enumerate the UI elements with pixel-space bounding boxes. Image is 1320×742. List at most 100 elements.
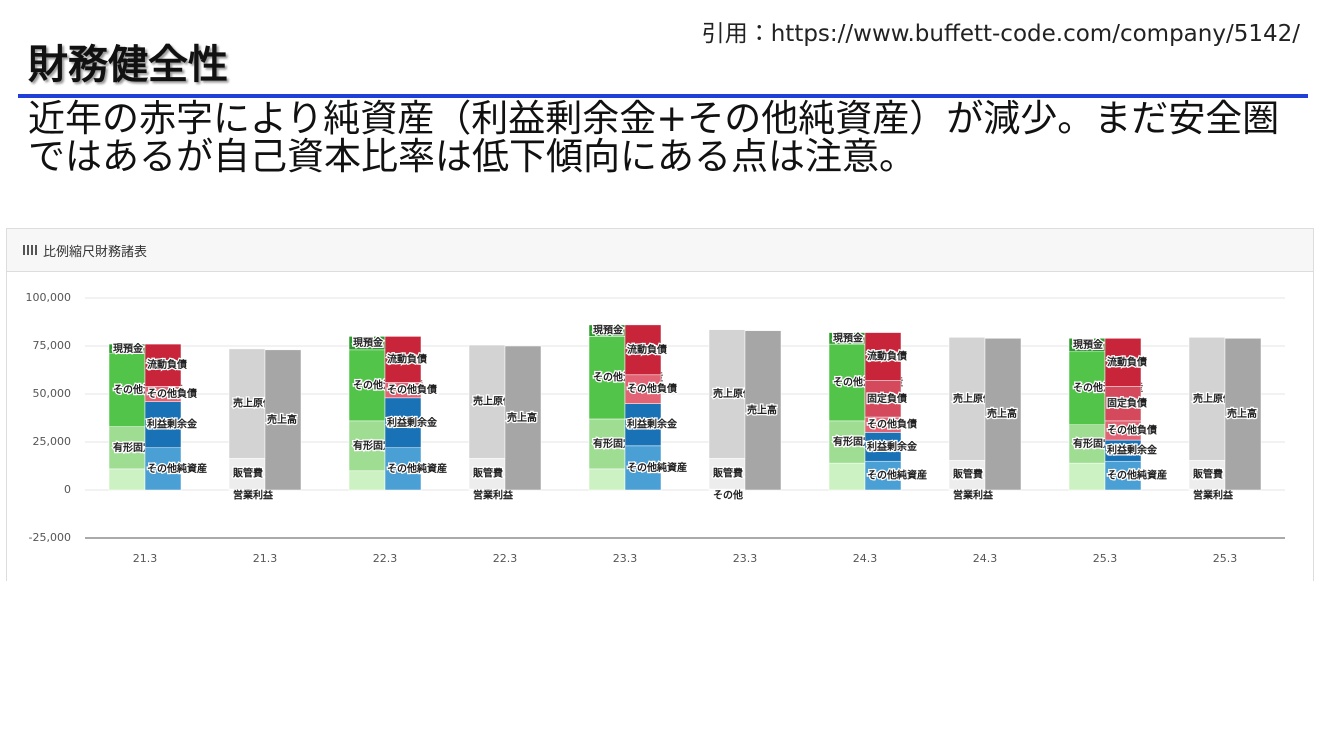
bar-segment [144,343,182,387]
bar-segment [108,426,146,470]
segment-label: 流動負債 [867,350,907,363]
y-tick-label: 50,000 [33,387,72,400]
bar-segment [828,420,866,464]
bar-segment [264,349,302,491]
segment-label: 営業利益 [1193,489,1234,502]
segment-label: 売上高 [507,411,537,424]
bar-segment [144,401,182,449]
bar-segment [384,447,422,491]
bar-segment [1188,459,1226,490]
segment-label: 現預金 [833,331,864,344]
bar-segment [864,460,902,491]
chart-header: 比例縮尺財務諸表 [7,229,1313,272]
bar-segment [864,380,902,418]
segment-label: その他負債 [867,418,917,431]
segment-label: 現預金 [593,324,624,337]
bar-segment [708,329,746,459]
title-rule [18,94,1308,98]
bar-segment [348,470,386,491]
bar-segment [864,332,902,381]
bar-segment [828,462,866,491]
segment-label: その他純資産 [387,462,447,475]
y-tick-label: 25,000 [33,435,72,448]
segment-label: 流動負債 [1107,355,1147,368]
x-tick-label: 23.3 [613,552,638,565]
x-tick-label: 22.3 [373,552,398,565]
segment-label: 利益剰余金 [867,440,918,453]
segment-label: 売上高 [1227,407,1257,420]
segment-label: 販管費 [713,467,743,480]
bar-segment [384,336,422,383]
segment-label: 販管費 [1193,468,1223,481]
segment-label: 売上原価 [233,397,273,410]
segment-label: その他負債 [1107,423,1157,436]
segment-label: その他負債 [147,387,197,400]
bar-segment [1068,462,1106,491]
x-tick-label: 22.3 [493,552,518,565]
segment-label: 営業利益 [473,489,514,502]
segment-label: 流動負債 [387,352,427,365]
bar-segment [624,374,662,404]
bar-segment [468,344,506,459]
segment-label: 売上原価 [713,387,753,400]
bar-segment [384,397,422,449]
segment-label: その他負債 [627,382,677,395]
segment-label: 売上原価 [953,392,993,405]
bar-segment [1188,337,1226,461]
x-tick-label: 24.3 [973,552,998,565]
bar-segment [588,418,626,470]
y-tick-label: 75,000 [33,339,72,352]
x-tick-label: 24.3 [853,552,878,565]
segment-label: 販管費 [473,467,503,480]
chart-title: 比例縮尺財務諸表 [43,244,148,260]
slide-title: 財務健全性 [28,42,228,88]
bar-segment [984,338,1022,491]
y-tick-label: 100,000 [26,291,72,304]
body-text: 近年の赤字により純資産（利益剰余金+その他純資産）が減少。まだ安全圏ではあるが自… [28,97,1280,178]
x-tick-label: 23.3 [733,552,758,565]
bar-segment [864,432,902,462]
segment-label: 売上高 [267,413,297,426]
segment-label: その他純資産 [627,461,687,474]
segment-label: 利益剰余金 [147,418,198,431]
y-tick-label: 0 [64,483,71,496]
segment-label: 流動負債 [627,343,667,356]
bar-segment [504,345,542,491]
segment-label: 販管費 [953,468,983,481]
bar-segment [828,343,866,422]
bar-segment [624,403,662,447]
segment-label: 現預金 [353,336,384,349]
bar-segment [588,468,626,491]
segment-label: 営業利益 [953,489,994,502]
citation: 引用：https://www.buffett-code.com/company/… [701,21,1300,47]
bar-segment [1104,338,1142,387]
segment-label: 現預金 [1073,338,1104,351]
segment-label: 利益剰余金 [627,418,678,431]
bar-segment [228,458,266,490]
bar-segment [468,458,506,490]
bar-segment [744,330,782,491]
segment-label: 売上原価 [473,395,513,408]
bar-segment [624,445,662,491]
segment-label: 固定負債 [1107,397,1147,410]
y-tick-label: -25,000 [29,531,71,544]
chart-icon [23,245,37,255]
bar-segment [624,324,662,376]
segment-label: 売上高 [987,407,1017,420]
x-tick-label: 25.3 [1213,552,1238,565]
segment-label: 流動負債 [147,358,187,371]
bar-segment [108,468,146,491]
segment-label: 売上原価 [1193,392,1233,405]
segment-label: 利益剰余金 [387,416,438,429]
bar-segment [144,447,182,491]
segment-label: 現預金 [113,342,144,355]
segment-label: 販管費 [233,467,263,480]
segment-label: その他負債 [387,383,437,396]
segment-label: 営業利益 [233,489,274,502]
bar-segment [1104,386,1142,422]
bar-segment [348,420,386,472]
bar-segment [1224,338,1262,491]
segment-label: 利益剰余金 [1107,444,1158,457]
